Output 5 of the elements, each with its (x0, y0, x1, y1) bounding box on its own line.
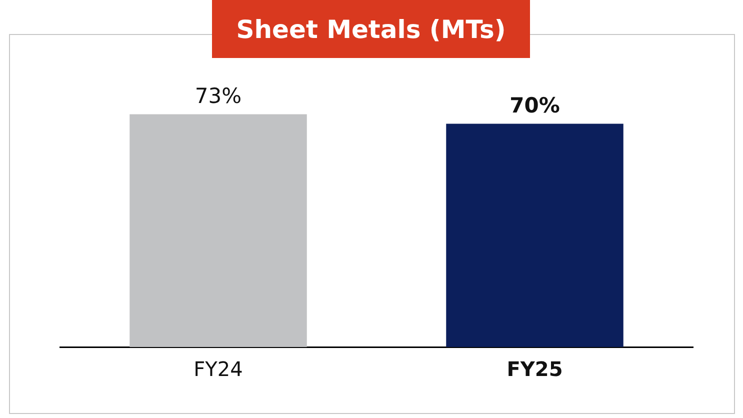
data-label: 73% (194, 84, 242, 108)
x-tick-label: FY24 (194, 357, 243, 382)
data-label: 70% (510, 94, 560, 118)
x-tick-label: FY25 (506, 357, 563, 382)
chart-title: Sheet Metals (MTs) (212, 0, 530, 58)
